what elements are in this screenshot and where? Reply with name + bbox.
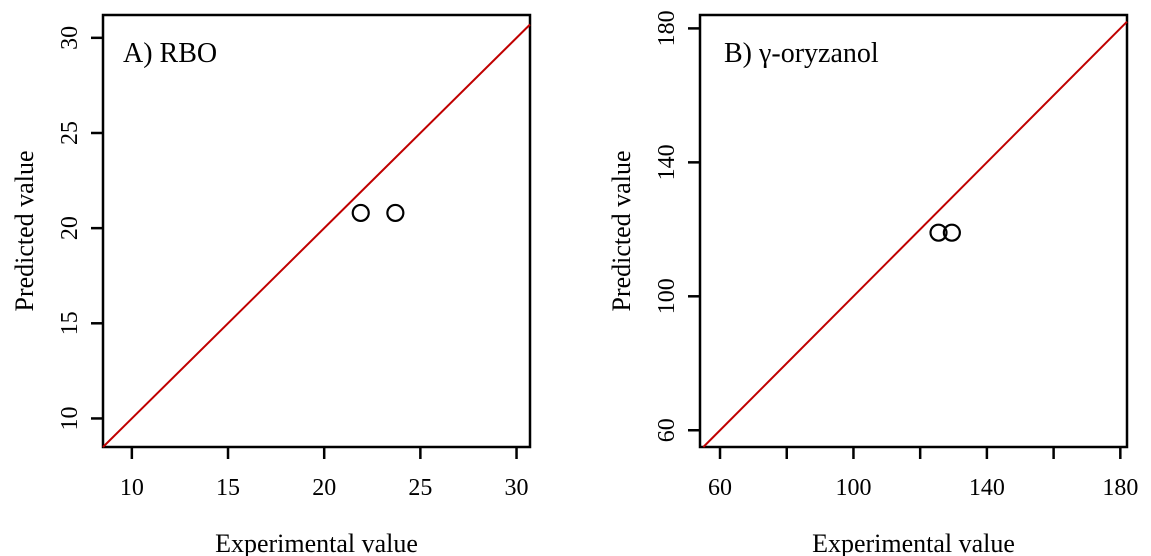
x-tick-label: 15 (216, 475, 240, 501)
x-tick-label: 180 (1102, 475, 1138, 501)
y-tick-label: 10 (57, 406, 83, 430)
panel-b: 60 100 140 180 60 100 140 180 B) γ-oryzanol Exper… (607, 10, 1138, 556)
y-axis-label: Predicted value (10, 151, 39, 312)
y-tick-label: 15 (57, 311, 83, 335)
x-tick-label: 100 (835, 475, 871, 501)
x-tick-label: 140 (969, 475, 1005, 501)
y-tick-label: 30 (57, 26, 83, 50)
y-tick-label: 100 (654, 278, 680, 314)
identity-line (702, 20, 1128, 448)
data-point (942, 223, 961, 242)
x-tick-label: 20 (312, 475, 336, 501)
x-tick-label: 30 (505, 475, 529, 501)
x-tick-label: 60 (708, 475, 732, 501)
data-point (351, 203, 370, 223)
plot-frame (101, 13, 532, 449)
y-tick-label: 180 (654, 10, 680, 46)
y-tick-label: 60 (654, 418, 680, 442)
plot-frame (698, 13, 1129, 449)
y-axis-label: Predicted value (607, 151, 636, 312)
x-tick-label: 25 (408, 475, 432, 501)
data-point (929, 223, 948, 242)
x-axis-label: Experimental value (215, 529, 418, 556)
y-tick-label: 25 (57, 121, 83, 145)
y-tick-label: 20 (57, 216, 83, 240)
x-axis-label: Experimental value (812, 529, 1015, 556)
x-tick-label: 10 (120, 475, 144, 501)
panel-title: A) RBO (123, 38, 217, 69)
panel-title: B) γ-oryzanol (724, 38, 879, 69)
data-point (386, 203, 405, 223)
panel-a: 10 15 20 25 30 10 15 20 25 30 A) RBO Experimental v… (10, 13, 532, 556)
y-tick-label: 140 (654, 144, 680, 180)
identity-line (102, 23, 531, 448)
